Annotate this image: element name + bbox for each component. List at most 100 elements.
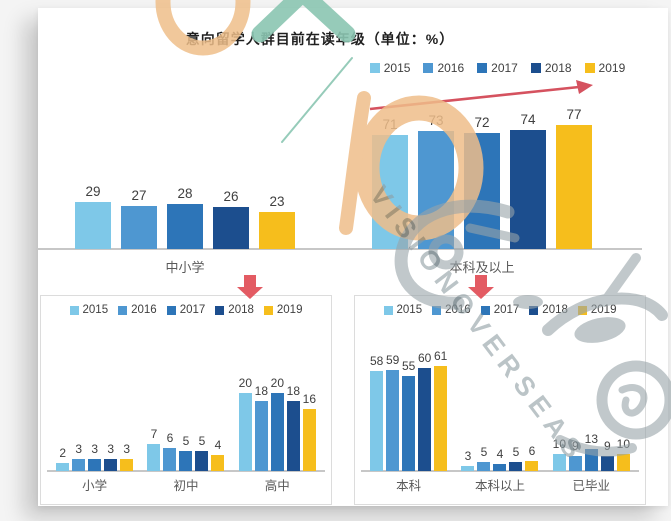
bar [402,376,416,471]
category-label: 本科以上 [474,479,525,493]
bar [386,370,400,471]
bar-column: 74 [510,112,546,249]
category-label: 初中 [173,479,199,493]
bar [477,462,491,471]
legend-swatch [480,305,490,315]
bar [104,459,118,471]
bar-column: 20 [271,376,284,471]
bar-column: 9 [568,439,582,471]
bar-column: 10 [553,437,566,471]
bar-value-label: 6 [528,444,536,458]
bar-column: 5 [179,434,193,471]
legend-item: 2017 [477,61,518,75]
legend-item: 2018 [215,304,254,316]
bottom-left-bar-chart: 2 3 3 3 3 小学 7 6 5 5 4 初中 20 18 20 18 16 高中 [49,376,323,496]
bar-column: 55 [402,359,415,471]
bar-value-label: 7 [150,427,158,441]
bar-value-label: 77 [566,107,582,122]
legend-item: 2016 [118,304,157,316]
bar-series-row: 29 27 28 26 23 [75,184,295,249]
bar-group: 29 27 28 26 23 中小学 [75,184,295,279]
bar-column: 10 [617,437,630,471]
category-label: 已毕业 [572,479,611,493]
bar-value-label: 18 [286,384,300,398]
bar-value-label: 20 [270,376,284,390]
bar [286,401,300,471]
bottom-right-axis-line [361,470,639,472]
category-label: 高中 [264,479,290,493]
bar-group: 7 6 5 5 4 初中 [147,427,225,496]
bar-value-label: 6 [166,431,174,445]
bar-value-label: 2 [59,446,66,460]
bar [464,133,500,249]
legend-label: 2016 [437,61,465,75]
bar [510,130,546,249]
detail-box-college: 2015 2016 2017 2018 2019 58 59 55 60 61 本科 3 5 4 5 6 本科… [354,295,646,505]
legend-swatch [423,63,434,73]
bar [163,448,177,471]
legend-label: 2019 [598,61,626,75]
bar-value-label: 60 [417,351,432,365]
bar [167,204,203,249]
bar [213,207,249,249]
bar-column: 61 [434,349,447,471]
bar-column: 59 [386,353,399,471]
legend-label: 2016 [445,304,471,316]
legend-swatch [118,305,128,315]
legend-swatch [577,305,587,315]
bar [372,135,408,249]
bar-column: 3 [120,442,134,471]
bar-column: 13 [585,432,598,471]
bar-value-label: 61 [433,349,448,363]
bar-column: 5 [477,445,491,471]
legend-item: 2016 [432,304,471,316]
bar-value-label: 18 [254,384,268,398]
bar-value-label: 5 [480,445,488,459]
bar-value-label: 29 [85,184,101,199]
legend-label: 2017 [491,61,518,75]
down-arrow-icon [237,275,263,299]
bar-value-label: 71 [382,117,398,132]
bar-value-label: 5 [198,434,206,448]
bar-column: 4 [493,447,507,471]
bar-column: 2 [56,446,70,471]
bar [56,463,70,471]
legend-label: 2015 [396,304,423,316]
bar-column: 6 [163,431,177,471]
bar-column: 18 [255,384,268,471]
bar [121,206,157,249]
bar-value-label: 20 [238,376,252,390]
bar-value-label: 9 [603,439,611,453]
legend-label: 2016 [131,304,157,316]
bar [88,459,102,471]
bar [556,125,592,249]
bar-value-label: 28 [177,186,193,201]
legend-label: 2017 [493,304,520,316]
bar-column: 58 [370,354,383,471]
bar [418,131,454,249]
bar [461,466,475,471]
bar-column: 16 [303,392,316,471]
bar-value-label: 4 [214,438,222,452]
trend-up-arrow-icon [369,80,593,111]
bar [616,454,630,471]
legend-swatch [530,63,541,73]
bar [259,212,295,249]
bar-value-label: 55 [401,359,416,373]
bar-column: 3 [104,442,118,471]
bar-group: 10 9 13 9 10 已毕业 [553,432,630,496]
category-label: 中小学 [165,260,205,275]
bar-value-label: 4 [496,447,504,461]
legend-swatch [369,63,380,73]
bar-column: 6 [525,444,539,471]
bottom-right-bar-chart: 58 59 55 60 61 本科 3 5 4 5 6 本科以上 10 9 13 9 10 已毕业 [363,349,637,496]
legend-swatch [584,63,595,73]
bar [584,449,598,471]
bar-value-label: 3 [91,442,98,456]
legend-item: 2019 [584,61,626,75]
bar-column: 28 [167,186,203,249]
legend-item: 2019 [263,304,302,316]
bar [434,366,448,471]
legend-swatch [263,305,273,315]
